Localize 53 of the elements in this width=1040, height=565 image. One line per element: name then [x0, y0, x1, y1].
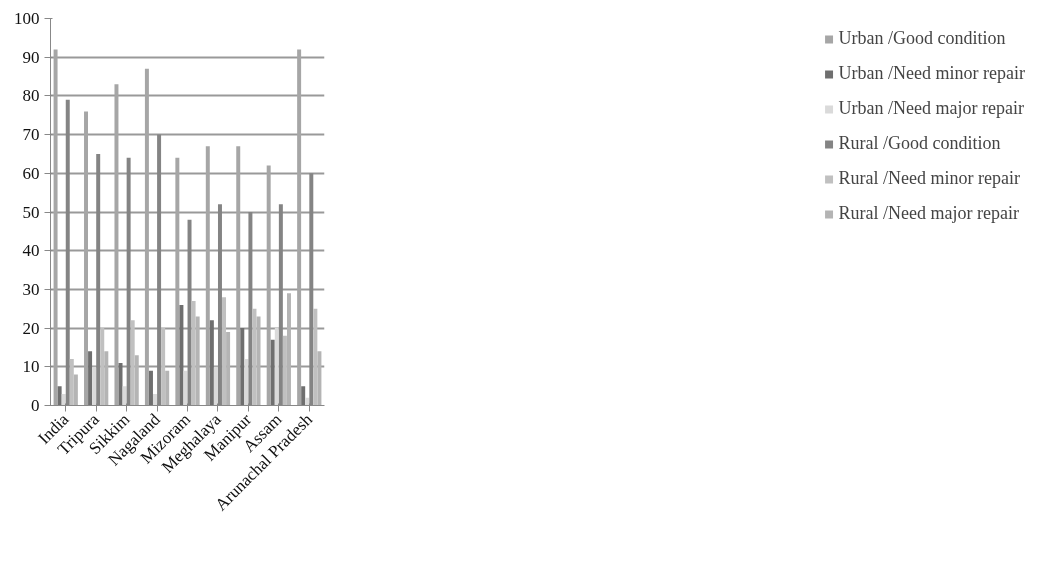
bar [266, 165, 271, 406]
y-tick-label: 20 [22, 318, 40, 338]
y-tick-label: 80 [22, 86, 40, 106]
bar [69, 359, 74, 406]
bar [213, 366, 218, 406]
bar [252, 308, 257, 406]
y-tick-label: 60 [22, 163, 40, 183]
bar [244, 359, 249, 406]
bar [122, 386, 127, 406]
bar [114, 84, 119, 406]
bar [100, 328, 105, 406]
y-tick-label: 50 [22, 202, 40, 222]
y-tick-label: 40 [22, 241, 40, 261]
bar [118, 362, 123, 406]
bar [61, 393, 66, 406]
y-tick-label: 30 [22, 279, 40, 299]
bar [236, 146, 241, 406]
legend-label: Rural /Need major repair [838, 203, 1019, 224]
y-tick-label: 70 [22, 125, 40, 145]
bar [148, 370, 153, 406]
bar [305, 397, 310, 406]
legend-label: Urban /Need major repair [838, 98, 1024, 119]
bar [179, 304, 184, 406]
bar [286, 293, 291, 406]
bar [301, 386, 306, 406]
y-tick-label: 10 [22, 357, 40, 377]
bar [240, 328, 245, 406]
bar [130, 320, 135, 406]
y-tick-label: 90 [22, 47, 40, 67]
bar [191, 301, 196, 406]
bar [270, 339, 275, 406]
bar [92, 366, 97, 406]
legend-label: Urban /Need minor repair [838, 63, 1025, 84]
bar [53, 49, 58, 406]
legend-label: Rural /Need minor repair [838, 168, 1020, 189]
bar [153, 393, 158, 406]
bar [57, 386, 62, 406]
bar [183, 370, 188, 406]
legend-label: Rural /Good condition [838, 133, 1001, 154]
legend-label: Urban /Good condition [838, 28, 1006, 49]
y-tick-label: 0 [31, 396, 40, 415]
bar [84, 111, 89, 406]
bar [274, 328, 279, 406]
bar [88, 351, 93, 406]
bar [297, 49, 302, 406]
bar [175, 157, 180, 406]
bar [313, 308, 318, 406]
y-tick-label: 100 [14, 9, 40, 28]
bar [161, 328, 166, 406]
bar [205, 146, 210, 406]
bar [209, 320, 214, 406]
bar [144, 68, 149, 406]
bar [222, 297, 227, 406]
